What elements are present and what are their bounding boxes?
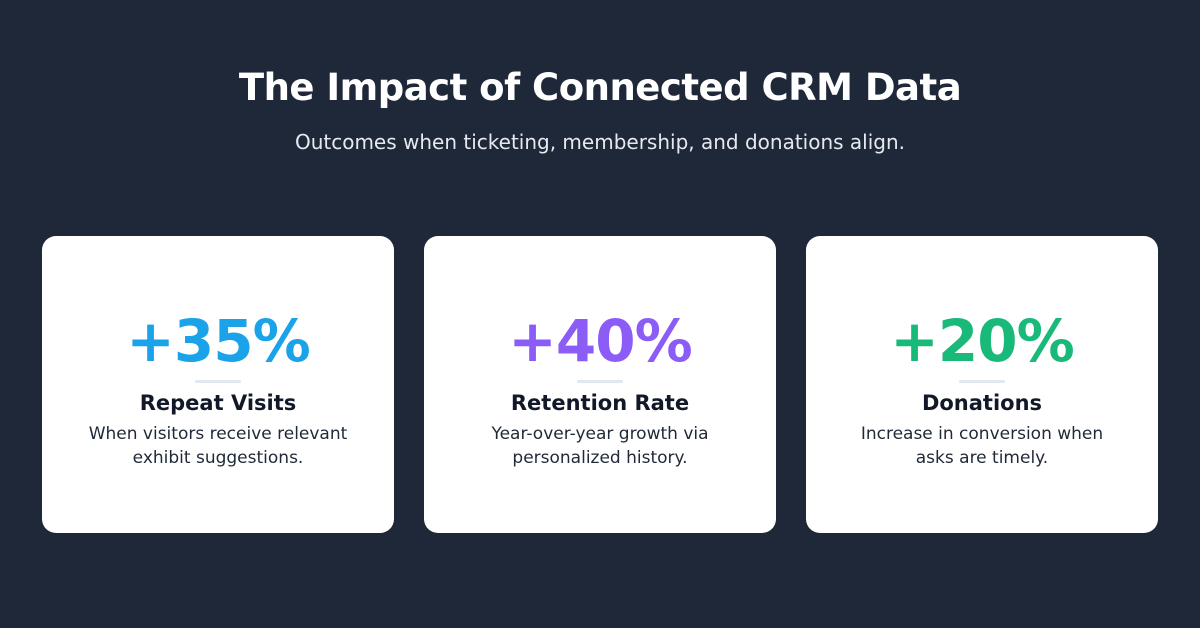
card-label: Donations [921,391,1043,415]
card-description: When visitors receive relevant exhibit s… [88,424,348,468]
divider [577,380,623,383]
card: +35% Repeat Visits When visitors receive… [42,236,394,533]
card: +20% Donations Increase in conversion wh… [806,236,1158,533]
card-description: Increase in conversion when asks are tim… [860,424,1104,468]
divider [959,380,1005,383]
stat: +35% [126,307,310,375]
divider [195,380,241,383]
stat: +40% [508,307,692,375]
subtitle: Outcomes when ticketing, membership, and… [294,130,906,154]
stat: +20% [890,307,1074,375]
title: The Impact of Connected CRM Data [238,66,962,109]
card: +40% Retention Rate Year-over-year growt… [424,236,776,533]
card-label: Retention Rate [510,391,690,415]
card-description: Year-over-year growth via personalized h… [491,424,709,468]
card-label: Repeat Visits [139,391,297,415]
